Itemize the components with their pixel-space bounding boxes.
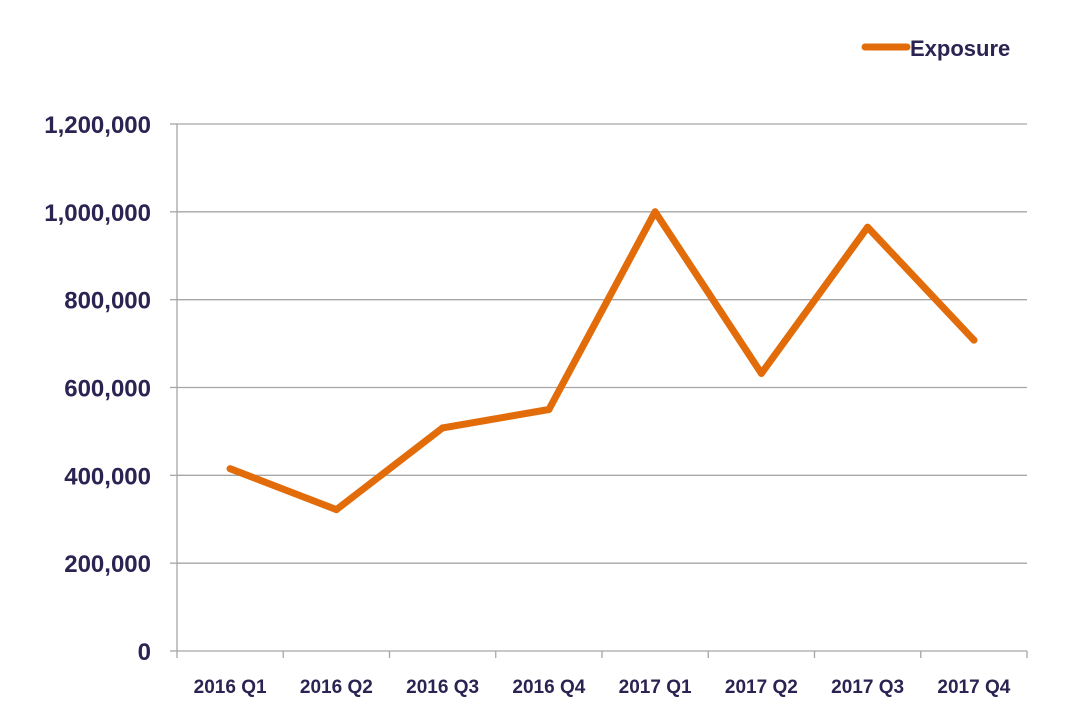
data-point [651, 208, 659, 216]
x-tick-label: 2017 Q3 [831, 677, 904, 698]
y-tick-label: 200,000 [64, 551, 151, 578]
x-tick-label: 2017 Q2 [725, 677, 798, 698]
y-tick-label: 1,200,000 [44, 112, 151, 139]
data-point [970, 336, 978, 344]
y-tick-label: 800,000 [64, 288, 151, 315]
legend-label-exposure: Exposure [910, 36, 1010, 61]
x-tick-label: 2016 Q1 [194, 677, 267, 698]
gridlines [177, 123, 1027, 564]
y-axis-tick-labels: 0 200,000 400,000 600,000 800,000 1,000,000 1,… [44, 112, 151, 666]
y-tick-label: 600,000 [64, 376, 151, 403]
series-layer [226, 208, 978, 514]
y-tick-label: 0 [138, 639, 151, 666]
data-point [545, 406, 553, 413]
data-point [226, 465, 234, 473]
y-tick-label: 400,000 [64, 463, 151, 490]
x-tick-label: 2017 Q1 [619, 677, 692, 698]
axes [170, 123, 1028, 658]
x-axis-tick-labels: 2016 Q1 2016 Q2 2016 Q3 2016 Q4 2017 Q1 2017 … [194, 677, 1011, 698]
data-point [864, 223, 872, 231]
data-point [757, 369, 765, 377]
x-tick-label: 2016 Q4 [512, 677, 585, 698]
x-tick-label: 2016 Q3 [406, 677, 479, 698]
data-point [439, 424, 447, 432]
x-tick-label: 2016 Q2 [300, 677, 373, 698]
series-line-exposure [226, 208, 978, 514]
legend: Exposure [861, 36, 1010, 61]
data-point [332, 506, 340, 514]
y-tick-label: 1,000,000 [44, 200, 151, 227]
x-tick-label: 2017 Q4 [937, 677, 1010, 698]
